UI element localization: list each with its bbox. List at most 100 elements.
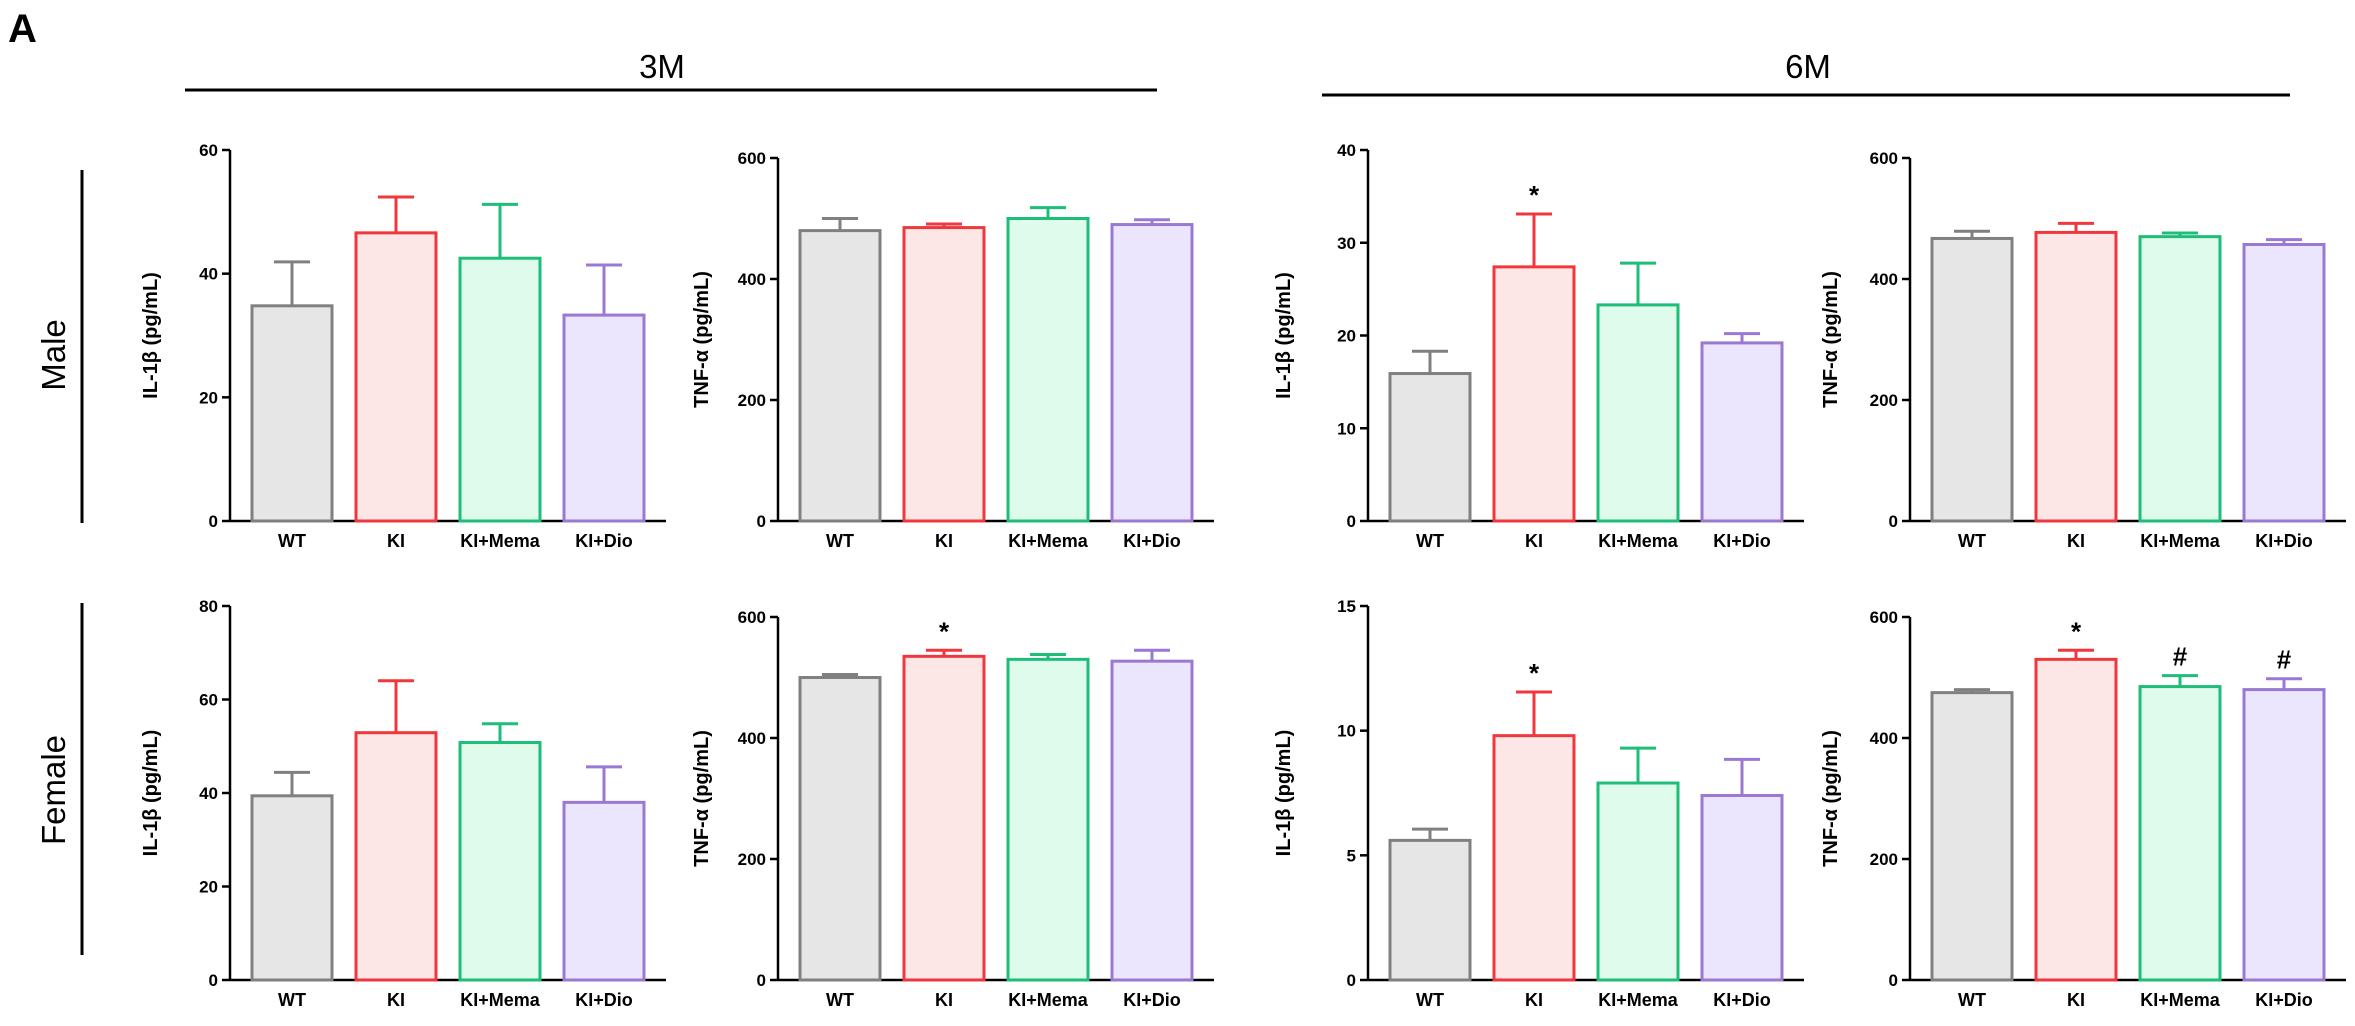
x-tick-label: KI+Mema: [1008, 990, 1089, 1010]
bar-KI: [2034, 657, 2118, 982]
x-tick-label: WT: [278, 531, 306, 551]
y-tick-label: 0: [1347, 512, 1356, 531]
x-tick-label: KI+Dio: [1123, 990, 1181, 1010]
x-tick-label: KI: [1525, 531, 1543, 551]
y-tick-label: 600: [1870, 608, 1898, 627]
x-tick-label: KI+Dio: [2255, 990, 2313, 1010]
x-tick-label: KI: [387, 990, 405, 1010]
y-tick-label: 5: [1347, 846, 1356, 865]
y-tick-label: 400: [738, 270, 766, 289]
x-tick-label: KI: [2067, 531, 2085, 551]
x-tick-label: WT: [1958, 990, 1986, 1010]
x-tick-label: KI+Mema: [2140, 531, 2221, 551]
bar-WT: [1930, 236, 2014, 523]
y-tick-label: 600: [738, 149, 766, 168]
y-tick-label: 15: [1337, 597, 1356, 616]
bar-KI: [354, 731, 438, 982]
y-tick-label: 400: [1870, 729, 1898, 748]
x-tick-label: WT: [826, 990, 854, 1010]
panel-label: A: [8, 7, 37, 51]
y-axis-label: TNF-α (pg/mL): [1820, 730, 1842, 867]
y-tick-label: 30: [1337, 234, 1356, 253]
significance-mark: #: [2277, 645, 2292, 675]
x-tick-label: KI+Mema: [2140, 990, 2221, 1010]
y-tick-label: 60: [199, 141, 218, 160]
y-tick-label: 40: [1337, 141, 1356, 160]
bar-KI+Dio: [1700, 793, 1784, 982]
x-tick-label: KI+Mema: [1008, 531, 1089, 551]
y-axis-label: IL-1β (pg/mL): [1273, 730, 1295, 857]
bar-chart-male-3m-il1b: 0 20 40 60 IL-1β (pg/mL) WT KI KI+Mema KI+Dio: [140, 141, 666, 551]
bar-KI: [1492, 734, 1576, 982]
y-axis-label: TNF-α (pg/mL): [691, 271, 713, 408]
bar-WT: [250, 794, 334, 982]
bar-KI+Mema: [2138, 685, 2222, 982]
x-tick-label: WT: [1416, 990, 1444, 1010]
y-tick-label: 400: [1870, 270, 1898, 289]
significance-mark: *: [1529, 180, 1540, 210]
figure-header: A 3M 6M Male Female: [8, 7, 2290, 955]
bar-chart-female-3m-tnfa: 0 200 400 600 TNF-α (pg/mL) WT KI * KI+Mema KI+Di…: [691, 608, 1214, 1010]
y-tick-label: 200: [738, 850, 766, 869]
row-label-male: Male: [35, 319, 72, 391]
bar-WT: [1930, 691, 2014, 982]
x-tick-label: KI+Mema: [1598, 990, 1679, 1010]
y-tick-label: 200: [738, 391, 766, 410]
bar-KI+Mema: [1596, 781, 1680, 982]
y-tick-label: 20: [1337, 327, 1356, 346]
bar-KI+Dio: [562, 313, 646, 523]
y-tick-label: 10: [1337, 722, 1356, 741]
bar-KI+Mema: [458, 741, 542, 982]
bar-KI+Dio: [1700, 341, 1784, 523]
y-axis-label: TNF-α (pg/mL): [691, 730, 713, 867]
bar-chart-female-6m-tnfa: 0 200 400 600 TNF-α (pg/mL) WT KI * KI+Mema # KI+D…: [1820, 608, 2346, 1010]
bar-KI+Dio: [1110, 223, 1194, 523]
y-tick-label: 0: [1889, 512, 1898, 531]
bar-KI: [354, 231, 438, 523]
y-axis-label: IL-1β (pg/mL): [140, 272, 162, 399]
bar-KI: [1492, 265, 1576, 523]
column-header-3m: 3M: [639, 48, 685, 85]
y-tick-label: 0: [757, 512, 766, 531]
x-tick-label: KI+Dio: [2255, 531, 2313, 551]
significance-mark: *: [1529, 658, 1540, 688]
x-tick-label: KI+Dio: [1713, 531, 1771, 551]
bar-KI+Mema: [1006, 657, 1090, 982]
y-tick-label: 0: [757, 971, 766, 990]
bar-KI: [2034, 230, 2118, 523]
y-tick-label: 10: [1337, 419, 1356, 438]
x-tick-label: KI+Mema: [1598, 531, 1679, 551]
y-tick-label: 80: [199, 597, 218, 616]
bar-KI: [902, 654, 986, 982]
bar-chart-male-3m-tnfa: 0 200 400 600 TNF-α (pg/mL) WT KI KI+Mema KI+Dio: [691, 149, 1214, 551]
x-tick-label: KI: [935, 990, 953, 1010]
y-tick-label: 200: [1870, 391, 1898, 410]
bar-WT: [250, 304, 334, 523]
bar-WT: [798, 676, 882, 982]
bar-KI+Mema: [1596, 303, 1680, 523]
bar-KI+Dio: [2242, 688, 2326, 982]
y-tick-label: 0: [209, 512, 218, 531]
x-tick-label: KI+Dio: [1123, 531, 1181, 551]
bar-WT: [798, 229, 882, 523]
row-label-female: Female: [35, 735, 72, 845]
x-tick-label: KI: [387, 531, 405, 551]
bar-WT: [1388, 838, 1472, 982]
x-tick-label: WT: [826, 531, 854, 551]
y-tick-label: 0: [1889, 971, 1898, 990]
x-tick-label: KI+Mema: [460, 990, 541, 1010]
bar-KI+Dio: [562, 800, 646, 982]
bar-KI: [902, 226, 986, 523]
x-tick-label: WT: [278, 990, 306, 1010]
x-tick-label: KI+Mema: [460, 531, 541, 551]
y-tick-label: 0: [209, 971, 218, 990]
x-tick-label: KI: [1525, 990, 1543, 1010]
x-tick-label: KI+Dio: [575, 531, 633, 551]
y-tick-label: 40: [199, 265, 218, 284]
y-axis-label: IL-1β (pg/mL): [140, 730, 162, 857]
bar-chart-female-6m-il1b: 0 5 10 15 IL-1β (pg/mL) WT KI * KI+Mema KI+Dio: [1273, 597, 1804, 1010]
bar-chart-female-3m-il1b: 0 20 40 60 80 IL-1β (pg/mL) WT KI KI+Mema KI+Dio: [140, 597, 666, 1010]
bar-KI+Mema: [458, 256, 542, 523]
bar-chart-male-6m-tnfa: 0 200 400 600 TNF-α (pg/mL) WT KI KI+Mema KI+Dio: [1820, 149, 2346, 551]
y-tick-label: 600: [1870, 149, 1898, 168]
